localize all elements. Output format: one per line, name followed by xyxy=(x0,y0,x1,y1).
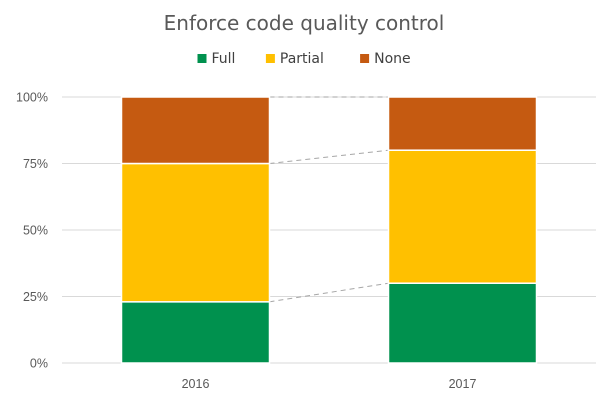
y-tick-label: 50% xyxy=(23,224,48,238)
y-axis: 0% 25% 50% 75% 100% xyxy=(16,91,48,371)
bar-full-2016 xyxy=(120,301,271,364)
legend-label: None xyxy=(374,51,411,67)
x-tick-label: 2016 xyxy=(182,377,210,391)
y-tick-label: 100% xyxy=(16,91,48,105)
y-tick-label: 0% xyxy=(30,357,48,371)
series-connector-line xyxy=(269,149,389,164)
legend-swatch xyxy=(265,54,275,63)
legend-item-partial: Partial xyxy=(265,51,324,67)
bar-partial-2016 xyxy=(120,162,271,303)
legend-label: Full xyxy=(212,51,236,67)
legend-item-full: Full xyxy=(197,51,236,67)
bars xyxy=(120,96,538,364)
series-connector-line xyxy=(269,282,389,303)
bar-partial-2017 xyxy=(387,149,538,284)
x-tick-label: 2017 xyxy=(449,377,477,391)
y-tick-label: 75% xyxy=(23,157,48,171)
bar-none-2017 xyxy=(387,96,538,151)
chart-title: Enforce code quality control xyxy=(164,11,445,35)
y-tick-label: 25% xyxy=(23,290,48,304)
legend-swatch xyxy=(360,54,370,63)
x-axis: 2016 2017 xyxy=(182,377,477,391)
legend-item-none: None xyxy=(360,51,411,67)
bar-full-2017 xyxy=(387,282,538,364)
legend-label: Partial xyxy=(280,51,324,67)
bar-none-2016 xyxy=(120,96,271,165)
legend: Full Partial None xyxy=(197,51,411,67)
legend-swatch xyxy=(197,54,207,63)
series-connectors xyxy=(269,96,389,303)
